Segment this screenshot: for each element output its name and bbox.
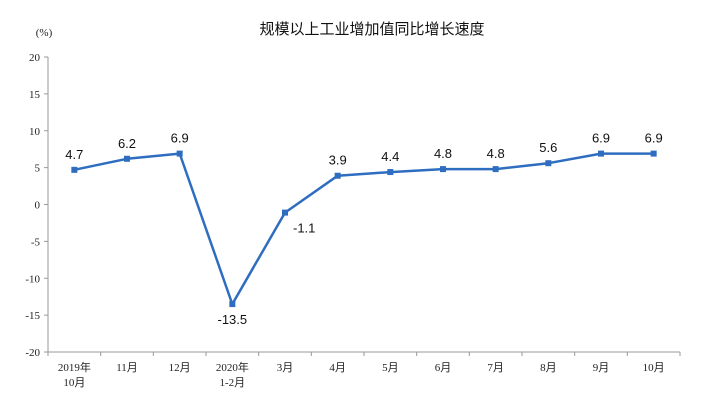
x-tick-label: 6月: [435, 362, 452, 374]
data-label: -13.5: [218, 312, 248, 327]
x-tick-label: 2019年: [58, 360, 91, 374]
data-point: [176, 150, 183, 157]
data-markers: [71, 150, 657, 308]
y-tick-label: -5: [31, 236, 41, 248]
data-label: 4.4: [381, 149, 399, 164]
x-tick-label: 5月: [382, 362, 399, 374]
data-labels: 4.7 6.2 6.9 -13.5 -1.1 3.9 4.4 4.8 4.8 5.6 6.9 6.9: [65, 131, 662, 327]
data-point: [492, 166, 499, 173]
data-label: 6.9: [171, 131, 189, 146]
y-unit-label: (%): [36, 27, 53, 39]
data-point: [71, 166, 78, 173]
x-tick-label: 10月: [63, 377, 85, 389]
y-tick-label: 20: [29, 52, 41, 64]
y-tick-label: 10: [29, 126, 41, 138]
y-ticks: 20 15 10 5 0 -5 -10 -15 -20: [25, 52, 48, 359]
x-tick-label: 9月: [593, 362, 610, 374]
x-tick-label: 12月: [169, 362, 191, 374]
data-label: 3.9: [329, 153, 347, 168]
x-tick-label: 4月: [329, 362, 346, 374]
data-label: 4.7: [65, 147, 83, 162]
data-label: 4.8: [434, 146, 452, 161]
x-tick-label: 1-2月: [219, 377, 245, 389]
x-tick-label: 11月: [116, 362, 138, 374]
y-tick-label: -20: [25, 347, 40, 359]
y-tick-label: 0: [35, 200, 41, 212]
x-ticks: 2019年 10月 11月 12月 2020年 1-2月 3月 4月 5月 6月 7月 8月 9月 10月: [47, 352, 681, 389]
chart-title: 规模以上工业增加值同比增长速度: [259, 20, 484, 38]
data-point: [387, 169, 394, 176]
data-point: [545, 160, 552, 167]
data-label: 6.2: [118, 136, 136, 151]
data-label: 6.9: [592, 131, 610, 146]
data-point: [650, 150, 657, 157]
data-point: [229, 301, 236, 308]
y-tick-label: 15: [29, 89, 41, 101]
x-tick-label: 8月: [540, 362, 557, 374]
data-label: 4.8: [487, 146, 505, 161]
series-line: [74, 152, 654, 306]
x-tick-label: 7月: [487, 362, 504, 374]
data-point: [124, 155, 130, 162]
y-tick-label: -15: [25, 310, 40, 322]
data-point: [598, 150, 604, 157]
data-label: 6.9: [645, 131, 663, 146]
y-tick-label: 5: [35, 163, 41, 175]
data-point: [282, 209, 288, 216]
y-tick-label: -10: [25, 273, 40, 285]
data-point: [440, 166, 446, 173]
x-tick-label: 3月: [277, 362, 294, 374]
data-label: 5.6: [539, 140, 557, 155]
x-tick-label: 10月: [643, 362, 665, 374]
data-label: -1.1: [293, 221, 315, 236]
x-tick-label: 2020年: [216, 360, 249, 374]
data-point: [334, 172, 341, 179]
